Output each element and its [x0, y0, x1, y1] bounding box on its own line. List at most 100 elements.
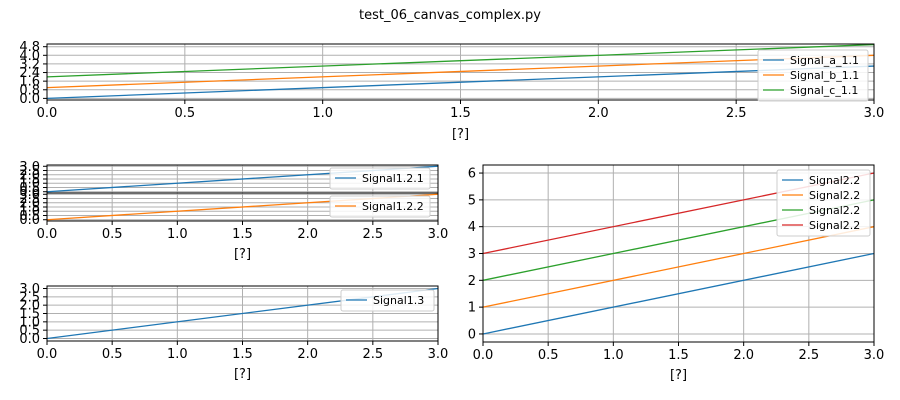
y-tick-label: 1 — [468, 301, 476, 316]
y-tick-label: 0 — [468, 327, 476, 342]
legend-entry: Signal2.2 — [809, 189, 860, 202]
y-tick-label: 1.0 — [19, 205, 40, 220]
plot-frame — [46, 285, 439, 342]
legend-box — [329, 167, 431, 190]
x-axis-label: [?] — [234, 247, 251, 262]
legend-entry: Signal2.2 — [809, 204, 860, 217]
y-tick-label: 5 — [468, 193, 476, 208]
series-line-1 — [46, 65, 875, 100]
x-tick-label: 3.0 — [428, 227, 449, 242]
legend-entry: Signal_a_1.1 — [790, 54, 859, 67]
x-tick-label: 2.0 — [297, 227, 318, 242]
legend-box — [329, 195, 431, 218]
x-tick-label: 1.0 — [603, 348, 624, 363]
legend-entry: Signal1.2.1 — [362, 172, 424, 185]
x-tick-label: 2.5 — [362, 347, 383, 362]
x-tick-label: 1.5 — [232, 227, 253, 242]
x-axis-label: [?] — [670, 368, 687, 383]
x-tick-label: 3.0 — [428, 347, 449, 362]
y-tick-label: 1.6 — [19, 75, 40, 90]
y-tick-label: 1.0 — [19, 315, 40, 330]
legend-entry: Signal_c_1.1 — [790, 84, 858, 97]
legend: Signal2.2 Signal2.2 Signal2.2 Signal2.2 — [776, 169, 871, 237]
y-tick-label: 2 — [468, 274, 476, 289]
y-tick-label: 2.4 — [19, 66, 40, 81]
x-tick-label: 2.5 — [726, 106, 747, 121]
series-line-3 — [46, 43, 875, 78]
y-tick-label: 0.8 — [19, 83, 40, 98]
y-tick-label: 2.0 — [19, 168, 40, 183]
x-tick-label: 2.0 — [297, 347, 318, 362]
y-tick-label: 3.0 — [19, 188, 40, 203]
legend-box — [776, 169, 871, 237]
y-tick-label: 3.2 — [19, 57, 40, 72]
x-tick-label: 0.0 — [473, 348, 494, 363]
plot-frame — [482, 164, 875, 343]
series-line-2 — [46, 54, 875, 89]
legend: Signal1.2.1 — [329, 167, 431, 190]
subplot-3: 0.0 0.5 1.0 1.5 2.0 2.5 3.00.00.51.01.52.02.53… — [19, 188, 448, 262]
series-line-2 — [482, 226, 875, 308]
x-tick-label: 1.5 — [450, 106, 471, 121]
legend-box — [757, 49, 869, 102]
plot-frame — [46, 43, 875, 101]
y-tick-label: 0.0 — [19, 92, 40, 107]
y-tick-label: 0.0 — [19, 332, 40, 347]
plot-frame — [46, 192, 439, 222]
x-tick-label: 0.0 — [37, 347, 58, 362]
x-tick-label: 1.5 — [668, 348, 689, 363]
legend-entry: Signal2.2 — [809, 174, 860, 187]
x-axis-label: [?] — [234, 367, 251, 382]
x-tick-label: 2.5 — [362, 227, 383, 242]
subplot-4: 0.0 0.5 1.0 1.5 2.0 2.5 3.00.00.51.01.52.02.53… — [19, 282, 448, 382]
x-tick-label: 0.0 — [37, 106, 58, 121]
y-tick-label: 2.0 — [19, 299, 40, 314]
y-tick-label: 0.0 — [19, 213, 40, 228]
y-tick-label: 0.5 — [19, 181, 40, 196]
y-tick-label: 4 — [468, 220, 476, 235]
y-tick-label: 2.0 — [19, 196, 40, 211]
y-tick-label: 0.0 — [19, 185, 40, 200]
x-tick-label: 0.5 — [538, 348, 559, 363]
x-tick-label: 2.0 — [733, 348, 754, 363]
subplot-5: 0.0 0.5 1.0 1.5 2.0 2.5 3.0 0 1 2 3 4 5 6 [?] Signal2.2… — [468, 164, 885, 383]
x-tick-label: 2.5 — [798, 348, 819, 363]
x-tick-label: 2.0 — [588, 106, 609, 121]
x-tick-label: 3.0 — [864, 348, 885, 363]
y-tick-label: 1.5 — [19, 201, 40, 216]
legend: Signal_a_1.1 Signal_b_1.1 Signal_c_1.1 — [757, 49, 869, 102]
y-tick-label: 4.8 — [19, 40, 40, 55]
y-tick-label: 1.5 — [19, 173, 40, 188]
y-tick-label: 1.0 — [19, 177, 40, 192]
x-tick-label: 1.5 — [232, 347, 253, 362]
x-tick-label: 0.5 — [174, 106, 195, 121]
legend-entry: Signal1.3 — [373, 294, 424, 307]
y-tick-label: 2.5 — [19, 290, 40, 305]
x-tick-label: 3.0 — [864, 106, 885, 121]
legend: Signal1.2.2 — [329, 195, 431, 218]
x-axis-label: [?] — [452, 127, 469, 142]
legend-box — [340, 289, 435, 312]
series-line-1 — [482, 252, 875, 335]
y-tick-label: 4.0 — [19, 49, 40, 64]
x-tick-label: 1.0 — [167, 227, 188, 242]
y-tick-label: 0.5 — [19, 324, 40, 339]
y-tick-label: 0.5 — [19, 209, 40, 224]
legend-entry: Signal1.2.2 — [362, 200, 424, 213]
x-tick-label: 0.0 — [37, 227, 58, 242]
y-tick-label: 6 — [468, 167, 476, 182]
y-tick-label: 3 — [468, 247, 476, 262]
legend-entry: Signal_b_1.1 — [790, 69, 859, 82]
subplot-1: 0.0 0.5 1.0 1.5 2.0 2.5 3.00.00.81.62.43.24.04… — [19, 40, 884, 142]
y-tick-label: 2.5 — [19, 192, 40, 207]
y-tick-label: 1.5 — [19, 307, 40, 322]
legend: Signal1.3 — [340, 289, 435, 312]
x-tick-label: 1.0 — [167, 347, 188, 362]
subplot-2: 0.00.51.01.52.02.5 3.0 Signal1.2.1 — [19, 160, 439, 200]
x-tick-label: 0.5 — [102, 347, 123, 362]
y-tick-label: 3.0 — [19, 282, 40, 297]
y-tick-label: 2.5 — [19, 164, 40, 179]
legend-entry: Signal2.2 — [809, 219, 860, 232]
x-tick-label: 0.5 — [102, 227, 123, 242]
